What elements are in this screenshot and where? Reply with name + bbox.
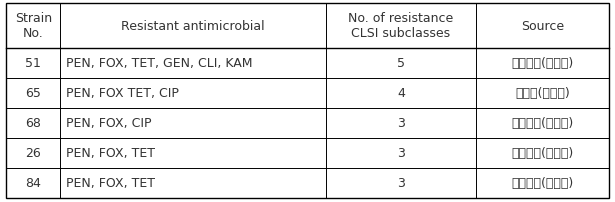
Text: 51: 51 [25,57,41,70]
Text: 68: 68 [25,117,41,130]
Text: Strain
No.: Strain No. [15,12,52,40]
Text: PEN, FOX, TET, GEN, CLI, KAM: PEN, FOX, TET, GEN, CLI, KAM [66,57,253,70]
Text: PEN, FOX, TET: PEN, FOX, TET [66,147,156,160]
Text: PEN, FOX, TET: PEN, FOX, TET [66,177,156,189]
Text: PEN, FOX TET, CIP: PEN, FOX TET, CIP [66,87,180,100]
Text: Resistant antimicrobial: Resistant antimicrobial [121,20,265,33]
Text: 돼지고기(수입산): 돼지고기(수입산) [512,177,574,189]
Text: Source: Source [521,20,564,33]
Text: 돼지고기(국내산): 돼지고기(국내산) [512,117,574,130]
Text: 65: 65 [25,87,41,100]
Text: 26: 26 [25,147,41,160]
Text: 4: 4 [397,87,405,100]
Text: 3: 3 [397,147,405,160]
Text: 3: 3 [397,117,405,130]
Text: PEN, FOX, CIP: PEN, FOX, CIP [66,117,152,130]
Text: 돼지고기(수입산): 돼지고기(수입산) [512,147,574,160]
Text: 돼지고기(국내산): 돼지고기(국내산) [512,57,574,70]
Text: 닭고기(국내산): 닭고기(국내산) [515,87,570,100]
Text: No. of resistance
CLSI subclasses: No. of resistance CLSI subclasses [348,12,453,40]
Text: 3: 3 [397,177,405,189]
Text: 84: 84 [25,177,41,189]
Text: 5: 5 [397,57,405,70]
